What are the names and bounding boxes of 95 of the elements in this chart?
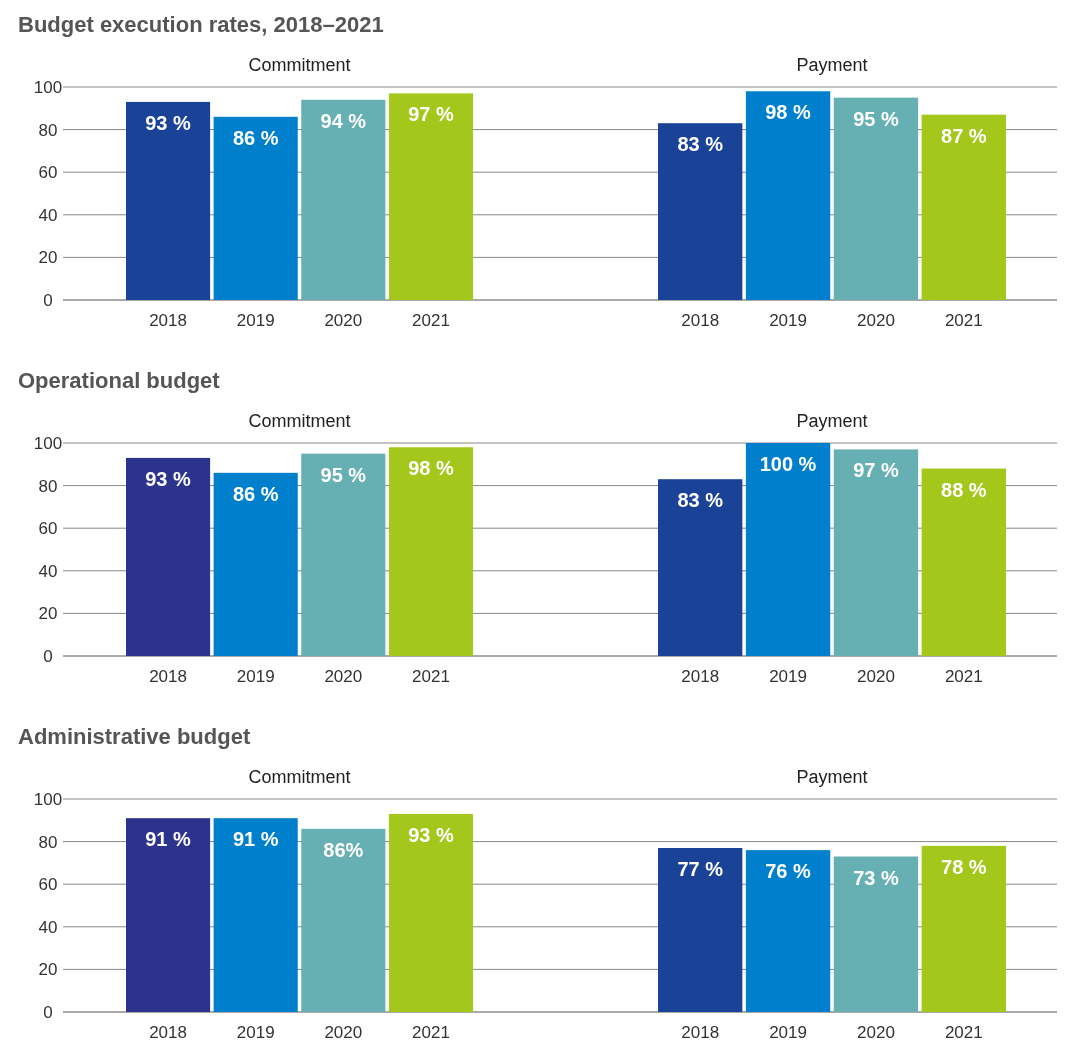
x-tick-label: 2021 xyxy=(944,311,983,330)
bar xyxy=(833,97,919,300)
y-tick-label: 100 xyxy=(33,77,63,97)
data-label: 100 % xyxy=(759,453,817,475)
chart-title: Operational budget xyxy=(18,368,221,393)
bar xyxy=(301,828,386,1012)
x-tick-label: 2019 xyxy=(236,667,275,686)
x-tick-label: 2021 xyxy=(412,311,450,330)
x-tick-label: 2020 xyxy=(324,1023,363,1042)
data-label: 87 % xyxy=(941,124,987,147)
bar xyxy=(745,443,831,656)
y-tick-label: 20 xyxy=(38,604,58,624)
bar xyxy=(126,457,211,656)
bar xyxy=(388,813,473,1012)
data-label: 86 % xyxy=(232,482,279,505)
x-tick-label: 2021 xyxy=(412,667,450,686)
y-tick-label: 0 xyxy=(43,290,53,310)
y-tick-label: 100 xyxy=(33,789,63,809)
data-label: 86 % xyxy=(232,126,279,149)
data-label: 93 % xyxy=(145,111,192,134)
bar xyxy=(658,479,743,656)
chart-subtitle: Commitment xyxy=(248,411,351,431)
chart-title: Budget execution rates, 2018–2021 xyxy=(18,12,384,37)
data-label: 95 % xyxy=(853,107,899,130)
x-tick-label: 2020 xyxy=(857,1023,895,1042)
data-label: 88 % xyxy=(941,478,987,501)
x-tick-label: 2021 xyxy=(944,1023,983,1042)
y-tick-label: 0 xyxy=(43,646,53,666)
y-tick-label: 60 xyxy=(38,519,58,539)
data-label: 86% xyxy=(323,838,364,861)
x-tick-label: 2018 xyxy=(681,311,720,330)
bar xyxy=(921,468,1006,656)
chart-subtitle: Payment xyxy=(796,411,868,431)
x-tick-label: 2019 xyxy=(236,311,275,330)
data-label: 78 % xyxy=(941,855,987,878)
x-tick-label: 2020 xyxy=(857,667,895,686)
data-label: 76 % xyxy=(765,860,812,883)
x-tick-label: 2018 xyxy=(149,311,187,330)
bar xyxy=(126,101,211,300)
bar xyxy=(213,818,298,1012)
bar xyxy=(301,453,386,656)
data-label: 93 % xyxy=(408,823,454,846)
x-tick-label: 2018 xyxy=(681,667,720,686)
x-tick-label: 2021 xyxy=(412,1023,450,1042)
data-label: 93 % xyxy=(145,467,192,490)
x-tick-label: 2018 xyxy=(681,1023,720,1042)
x-tick-label: 2018 xyxy=(149,667,187,686)
x-tick-label: 2021 xyxy=(944,667,983,686)
x-tick-label: 2019 xyxy=(769,311,807,330)
y-tick-label: 40 xyxy=(38,917,58,937)
bar xyxy=(301,99,386,300)
y-tick-label: 20 xyxy=(38,248,58,268)
y-tick-label: 80 xyxy=(38,120,58,140)
y-tick-label: 0 xyxy=(43,1002,53,1022)
data-label: 98 % xyxy=(765,101,812,124)
data-label: 94 % xyxy=(320,109,367,132)
x-tick-label: 2019 xyxy=(769,667,807,686)
y-tick-label: 80 xyxy=(38,476,58,496)
bar xyxy=(833,449,919,656)
chart-title: Administrative budget xyxy=(18,724,251,749)
chart-subtitle: Payment xyxy=(796,55,868,75)
x-tick-label: 2020 xyxy=(324,311,363,330)
y-tick-label: 20 xyxy=(38,960,58,980)
x-tick-label: 2020 xyxy=(857,311,895,330)
chart-subtitle: Commitment xyxy=(248,767,351,787)
chart-subtitle: Commitment xyxy=(248,55,351,75)
data-label: 97 % xyxy=(408,103,454,126)
bar xyxy=(213,116,298,300)
y-tick-label: 100 xyxy=(33,433,63,453)
data-label: 83 % xyxy=(677,133,724,156)
y-tick-label: 40 xyxy=(38,205,58,225)
data-label: 97 % xyxy=(853,459,899,482)
x-tick-label: 2019 xyxy=(236,1023,275,1042)
x-tick-label: 2018 xyxy=(149,1023,187,1042)
data-label: 83 % xyxy=(677,489,724,512)
bar xyxy=(658,123,743,300)
data-label: 91 % xyxy=(145,828,192,851)
chart-subtitle: Payment xyxy=(796,767,868,787)
y-tick-label: 80 xyxy=(38,832,58,852)
y-tick-label: 60 xyxy=(38,875,58,895)
data-label: 91 % xyxy=(232,828,279,851)
bar xyxy=(388,93,473,300)
y-tick-label: 60 xyxy=(38,163,58,183)
bar xyxy=(388,447,473,656)
bar xyxy=(213,472,298,656)
data-label: 73 % xyxy=(853,866,899,889)
bar xyxy=(745,91,831,300)
x-tick-label: 2019 xyxy=(769,1023,807,1042)
bar xyxy=(921,114,1006,300)
data-label: 95 % xyxy=(320,463,367,486)
data-label: 98 % xyxy=(408,457,454,480)
bar xyxy=(126,818,211,1012)
y-tick-label: 40 xyxy=(38,561,58,581)
data-label: 77 % xyxy=(677,857,724,880)
x-tick-label: 2020 xyxy=(324,667,363,686)
